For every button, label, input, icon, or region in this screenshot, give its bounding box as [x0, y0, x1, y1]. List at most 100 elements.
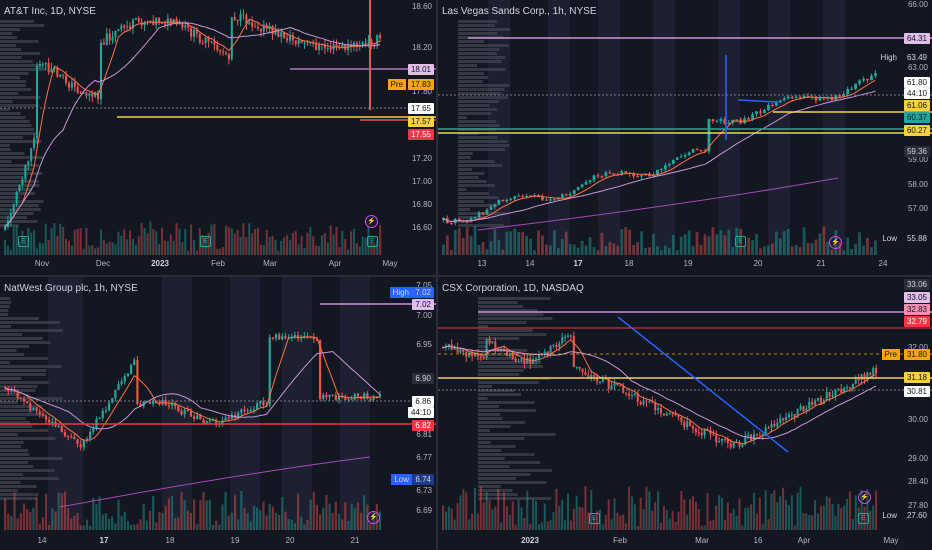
volume-bar — [481, 241, 485, 255]
candle-body — [248, 22, 251, 25]
earnings-icon[interactable]: E — [200, 236, 211, 247]
chart-pane-csx[interactable]: CSX Corporation, 1D, NASDAQ 32.00 30.00 … — [438, 277, 932, 550]
candle-body — [97, 91, 100, 100]
volume-profile-bar — [478, 301, 518, 304]
volume-profile-bar — [478, 477, 517, 480]
chart-pane-att[interactable]: AT&T Inc, 1D, NYSE 18.60 18.20 17.80 17.… — [0, 0, 436, 275]
volume-bar — [111, 242, 114, 255]
volume-bar — [679, 236, 683, 255]
chart-pane-lvs[interactable]: Las Vegas Sands Corp., 1h, NYSE 66.00 63… — [438, 0, 932, 275]
candle-body — [699, 150, 703, 152]
volume-profile-bar — [0, 136, 23, 139]
volume-bar — [245, 237, 248, 255]
volume-profile-bar — [0, 200, 44, 203]
candle-body — [872, 367, 875, 375]
volume-bar — [230, 512, 234, 530]
candle-body — [718, 440, 721, 443]
earnings-icon[interactable]: E — [18, 236, 29, 247]
volume-bar — [453, 229, 457, 255]
lightning-icon[interactable]: ⚡ — [365, 215, 378, 228]
candle-body — [15, 191, 18, 205]
nwg-x-5: 20 — [285, 536, 295, 545]
volume-bar — [239, 236, 242, 255]
candle-body — [578, 366, 581, 369]
volume-profile-bar — [478, 329, 533, 332]
volume-bar — [319, 514, 322, 530]
volume-bar — [12, 226, 15, 255]
csx-x-5: Apr — [797, 536, 811, 545]
candle-body — [613, 383, 616, 386]
candle-body — [284, 336, 287, 339]
volume-profile-bar — [0, 72, 29, 75]
earnings-icon[interactable]: E — [589, 513, 600, 524]
candle-body — [262, 24, 265, 32]
volume-bar — [95, 504, 98, 530]
earnings-icon[interactable]: E — [858, 513, 869, 524]
long-ma-line — [477, 177, 839, 231]
volume-bar — [196, 524, 199, 530]
candle-body — [288, 35, 291, 41]
volume-bar — [753, 492, 756, 530]
volume-bar — [731, 247, 735, 255]
earnings-icon[interactable]: E — [367, 236, 378, 247]
volume-bar — [564, 520, 567, 530]
lightning-icon[interactable]: ⚡ — [858, 491, 871, 504]
earnings-icon[interactable]: E — [735, 236, 746, 247]
volume-bar — [822, 226, 826, 255]
nwg-x-3: 18 — [165, 536, 175, 545]
volume-bar — [148, 510, 152, 530]
volume-bar — [76, 513, 79, 530]
candle-body — [323, 44, 326, 49]
candle-body — [123, 376, 126, 382]
att-price-chart[interactable] — [0, 0, 436, 275]
candle-body — [462, 349, 465, 352]
nwg-price-chart[interactable] — [0, 277, 436, 550]
candle-body — [790, 96, 794, 98]
volume-bar — [471, 513, 474, 530]
volume-profile-bar — [458, 156, 471, 159]
volume-bar — [715, 234, 719, 255]
csx-price-chart[interactable] — [438, 277, 932, 550]
volume-bar — [164, 505, 167, 530]
candle-body — [271, 337, 274, 339]
volume-profile-bar — [0, 104, 40, 107]
volume-bar — [532, 499, 535, 530]
volume-bar — [30, 232, 33, 255]
lvs-price-chart[interactable] — [438, 0, 932, 275]
volume-bar — [54, 511, 57, 530]
att-tick-6: 16.80 — [411, 200, 432, 209]
volume-bar — [256, 227, 260, 255]
candle-body — [580, 184, 584, 188]
volume-bar — [529, 238, 532, 255]
candle-body — [208, 420, 211, 422]
candle-body — [814, 400, 817, 405]
candle-body — [30, 148, 33, 162]
volume-bar — [59, 223, 62, 255]
lightning-icon[interactable]: ⚡ — [829, 236, 842, 249]
volume-bar — [73, 515, 76, 530]
candle-body — [874, 73, 877, 76]
volume-bar — [70, 245, 73, 255]
candle-body — [27, 161, 30, 166]
volume-bar — [70, 518, 73, 530]
candle-body — [558, 343, 561, 347]
chart-pane-nwg[interactable]: NatWest Group plc, 1h, NYSE 7.05 7.00 6.… — [0, 277, 436, 550]
candle-body — [120, 25, 123, 30]
candle-body — [703, 428, 706, 436]
volume-bar — [174, 517, 177, 530]
candle-body — [341, 44, 344, 48]
session-shade — [768, 0, 790, 255]
volume-profile-bar — [0, 116, 26, 119]
candle-body — [476, 353, 479, 357]
volume-bar — [584, 486, 587, 530]
moving-average-line — [4, 18, 381, 228]
volume-bar — [776, 502, 779, 530]
lightning-icon[interactable]: ⚡ — [367, 511, 380, 524]
volume-bar — [709, 520, 712, 530]
candle-body — [715, 120, 719, 122]
candle-body — [315, 43, 318, 50]
pane-divider-horizontal[interactable] — [0, 275, 932, 277]
candle-body — [592, 175, 596, 181]
volume-bar — [293, 523, 297, 530]
volume-profile-bar — [0, 144, 10, 147]
